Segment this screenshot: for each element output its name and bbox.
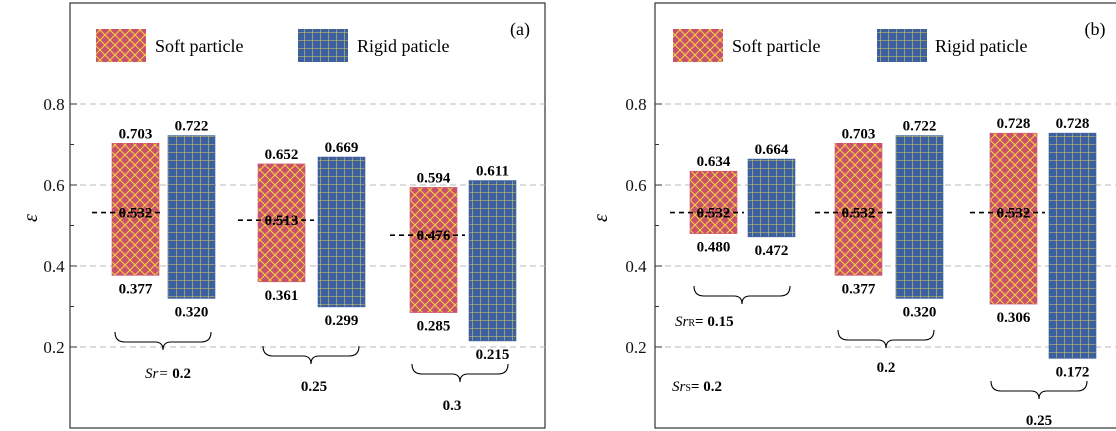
legend-soft-label: Soft particle	[732, 36, 820, 56]
rigid-high-label: 0.611	[476, 164, 509, 180]
soft-low-label: 0.306	[997, 310, 1031, 326]
soft-particle-bar	[257, 163, 306, 283]
soft-high-label: 0.634	[697, 154, 731, 170]
soft-high-label: 0.703	[119, 126, 153, 142]
y-tick-label: 0.6	[625, 176, 646, 195]
mean-value-label: 0.532	[697, 206, 731, 222]
soft-high-label: 0.652	[265, 147, 299, 163]
group-label: 0.25	[1026, 413, 1052, 429]
group-label: 0.25	[301, 379, 327, 395]
rigid-low-label: 0.215	[476, 347, 510, 363]
rigid-high-label: 0.722	[903, 119, 937, 135]
panel-b: ε (b) Soft particle Rigid paticle SrR= 0…	[590, 2, 1116, 429]
legend-rigid-swatch	[298, 29, 348, 62]
y-tick-label: 0.4	[625, 257, 647, 276]
rigid-particle-bar	[747, 158, 796, 238]
rigid-high-label: 0.722	[175, 119, 209, 135]
panel-b-legend: Soft particle Rigid paticle	[673, 29, 1027, 62]
group-brace	[411, 363, 509, 383]
panel-b-label: (b)	[1085, 19, 1106, 40]
mean-value-label: 0.513	[265, 213, 299, 229]
legend-rigid-label: Rigid paticle	[935, 36, 1027, 56]
group-brace	[114, 331, 212, 351]
panel-a-y-axis-label: ε	[20, 214, 42, 222]
sr-symbol: Sr	[145, 366, 159, 382]
legend-rigid-swatch	[877, 29, 927, 62]
soft-low-label: 0.377	[842, 281, 876, 297]
rigid-particle-bar	[317, 156, 366, 308]
panel-a-legend: Soft particle Rigid paticle	[96, 29, 449, 62]
soft-high-label: 0.703	[842, 126, 876, 142]
sr-equals: =	[158, 366, 172, 382]
legend-rigid-label: Rigid paticle	[357, 36, 449, 56]
soft-particle-bar	[689, 170, 738, 234]
panel-a-plot-area: 0.2 0.4 0.6 0.8 0.703 0.377 0.722 0.320 0.532 Sr=…	[43, 95, 545, 414]
panel-b-plot-area: 0.2 0.4 0.6 0.8 0.634 0.480 0.664 0.472 0.532 0.7…	[625, 95, 1116, 429]
rigid-low-label: 0.472	[755, 243, 789, 259]
rigid-particle-bar	[167, 135, 216, 299]
legend-soft-label: Soft particle	[155, 36, 243, 56]
soft-particle-bar	[111, 142, 160, 276]
soft-high-label: 0.728	[997, 116, 1031, 132]
srr-value: 0.15	[707, 314, 733, 330]
rigid-particle-bar	[468, 180, 517, 342]
group-value: 0.2	[172, 366, 191, 382]
rigid-low-label: 0.172	[1056, 364, 1090, 380]
soft-high-label: 0.594	[417, 170, 451, 186]
rigid-low-label: 0.320	[903, 304, 937, 320]
rigid-low-label: 0.299	[325, 313, 359, 329]
panel-a-label: (a)	[510, 19, 530, 40]
rigid-high-label: 0.664	[755, 142, 789, 158]
group-label: 0.2	[877, 360, 896, 376]
group-label: Sr= 0.2	[145, 366, 191, 382]
group-brace	[837, 329, 935, 349]
mean-value-label: 0.532	[997, 206, 1031, 222]
y-tick-label: 0.8	[43, 95, 64, 114]
y-tick-label: 0.2	[625, 338, 646, 357]
panel-b-sr-annotations: SrR= 0.15 SrS= 0.2	[672, 314, 734, 395]
group-label: 0.3	[443, 398, 462, 414]
group-brace	[262, 345, 360, 365]
rigid-high-label: 0.728	[1056, 116, 1090, 132]
srr-annotation: SrR= 0.15	[675, 314, 734, 330]
y-tick-label: 0.4	[43, 257, 65, 276]
mean-value-label: 0.476	[417, 228, 451, 244]
group-brace	[693, 285, 791, 305]
soft-particle-bar	[989, 132, 1038, 305]
soft-low-label: 0.361	[265, 288, 299, 304]
rigid-particle-bar	[895, 135, 944, 299]
y-tick-label: 0.2	[43, 338, 64, 357]
legend-soft-swatch	[673, 29, 723, 62]
panel-a-frame	[69, 2, 546, 429]
soft-low-label: 0.377	[119, 281, 153, 297]
y-tick-label: 0.6	[43, 176, 64, 195]
rigid-particle-bar	[1048, 132, 1097, 359]
group-brace	[990, 380, 1088, 400]
soft-particle-bar	[409, 187, 458, 313]
rigid-high-label: 0.669	[325, 140, 359, 156]
panel-a: ε (a) Soft particle Rigid paticle 0.2 0.4…	[20, 2, 546, 429]
panel-b-frame	[654, 2, 1116, 429]
mean-value-label: 0.532	[842, 206, 876, 222]
rigid-low-label: 0.320	[175, 304, 209, 320]
soft-particle-bar	[834, 142, 883, 276]
legend-soft-swatch	[96, 29, 146, 62]
soft-low-label: 0.285	[417, 319, 451, 335]
soft-low-label: 0.480	[697, 240, 731, 256]
panel-b-y-axis-label: ε	[590, 214, 612, 222]
mean-value-label: 0.532	[119, 206, 153, 222]
srs-annotation: SrS= 0.2	[672, 379, 722, 395]
y-tick-label: 0.8	[625, 95, 646, 114]
srs-value: 0.2	[703, 379, 722, 395]
